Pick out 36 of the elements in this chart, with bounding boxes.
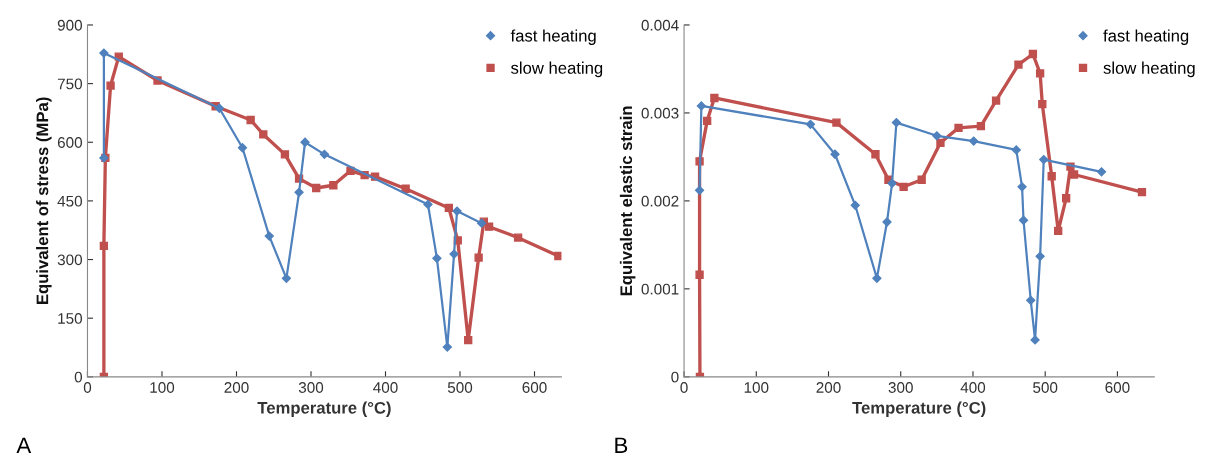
y-tick-label: 900 — [57, 19, 83, 31]
y-tick-label: 0 — [74, 371, 83, 383]
x-tick-label: 500 — [447, 382, 473, 393]
y-axis-title: Equivalent elastic strain — [619, 106, 636, 296]
x-tick-label: 200 — [224, 382, 249, 393]
x-tick-label: 300 — [298, 382, 324, 393]
y-tick-label: 450 — [57, 195, 83, 207]
y-tick-label: 150 — [58, 313, 83, 324]
x-axis-title: Temperature (°C) — [257, 401, 391, 418]
legend-label: slow heating — [1103, 61, 1195, 78]
x-tick-label: 600 — [1105, 382, 1130, 393]
y-tick-label: 600 — [57, 137, 83, 148]
x-tick-label: 200 — [816, 382, 841, 393]
x-tick-label: 100 — [150, 382, 175, 393]
x-tick-label: 500 — [1033, 382, 1058, 393]
legend-label: fast heating — [1103, 29, 1189, 45]
legend-label: slow heating — [511, 61, 603, 78]
legend-label: fast heating — [510, 29, 596, 45]
x-tick-label: 400 — [373, 382, 398, 393]
x-tick-label: 400 — [960, 382, 986, 393]
x-tick-label: 300 — [888, 382, 913, 393]
text: B — [615, 437, 628, 453]
x-tick-label: 100 — [744, 382, 769, 393]
y-tick-label: 750 — [57, 78, 83, 90]
y-tick-label: 0.001 — [641, 283, 679, 295]
x-tick-label: 0 — [83, 382, 92, 393]
text: A — [16, 437, 32, 453]
y-tick-label: 0 — [671, 371, 679, 383]
y-tick-label: 0.004 — [641, 19, 679, 31]
y-tick-label: 0.002 — [641, 195, 679, 207]
x-tick-label: 600 — [522, 382, 547, 393]
y-tick-label: 300 — [57, 254, 83, 266]
x-tick-label: 0 — [680, 382, 688, 393]
x-axis-title: Temperature (°C) — [852, 401, 986, 418]
y-tick-label: 0.003 — [641, 107, 679, 119]
y-axis-title: Equivalent of stress (MPa) — [36, 97, 52, 304]
